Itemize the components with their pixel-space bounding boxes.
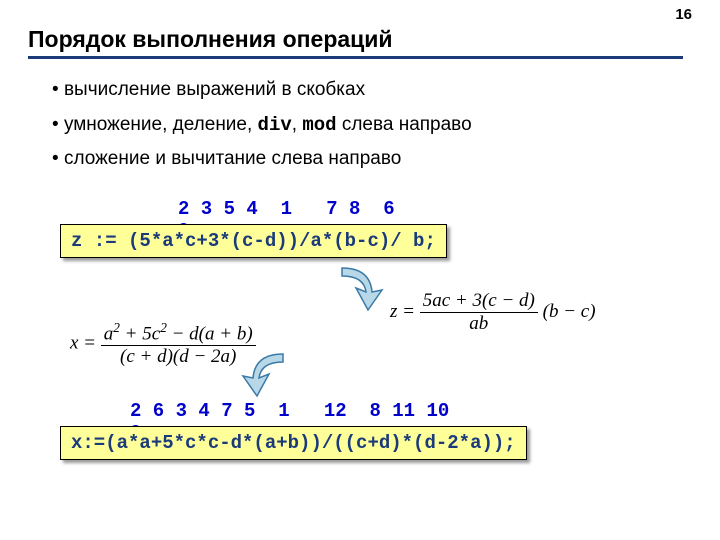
- math-x-lhs: x =: [70, 333, 101, 354]
- arrow-down-left-icon: [235, 348, 295, 403]
- bullet-1: вычисление выражений в скобках: [52, 76, 472, 105]
- math-z-lhs: z =: [390, 301, 420, 322]
- math-x-num-a: a: [104, 323, 114, 344]
- page-number: 16: [675, 6, 692, 23]
- bullet-3: сложение и вычитание слева направо: [52, 145, 472, 174]
- bullet-list: вычисление выражений в скобках умножение…: [52, 76, 472, 180]
- annotation-2-line1: 2 6 3 4 7 5 1 12 8 11 10: [130, 400, 449, 422]
- bullet-2-mod: mod: [302, 114, 336, 136]
- math-z-num: 5ac + 3(c − d): [420, 290, 538, 313]
- bullet-2-post: слева направо: [337, 114, 472, 135]
- arrow-down-right-icon: [330, 262, 390, 317]
- bullet-2-sep: ,: [292, 114, 303, 135]
- bullet-2-pre: умножение, деление,: [64, 114, 258, 135]
- bullet-2: умножение, деление, div, mod слева напра…: [52, 111, 472, 140]
- math-x-frac: a2 + 5c2 − d(a + b) (c + d)(d − 2a): [101, 320, 256, 368]
- math-x-den: (c + d)(d − 2a): [101, 346, 256, 368]
- math-z-den: ab: [420, 313, 538, 335]
- annotation-1-line1: 2 3 5 4 1 7 8 6: [178, 198, 395, 220]
- math-z: z = 5ac + 3(c − d) ab (b − c): [390, 290, 596, 335]
- math-x-num-mid: + 5c: [120, 323, 160, 344]
- math-x-num: a2 + 5c2 − d(a + b): [101, 320, 256, 346]
- math-x-num-tail: − d(a + b): [167, 323, 253, 344]
- slide-title: Порядок выполнения операций: [28, 26, 393, 53]
- code-box-2: x:=(a*a+5*c*c-d*(a+b))/((c+d)*(d-2*a));: [60, 426, 527, 460]
- math-z-tail: (b − c): [543, 301, 596, 322]
- code-box-1: z := (5*a*c+3*(c-d))/a*(b-c)/ b;: [60, 224, 447, 258]
- math-x: x = a2 + 5c2 − d(a + b) (c + d)(d − 2a): [70, 320, 256, 368]
- title-underline: [28, 56, 683, 59]
- bullet-2-div: div: [258, 114, 292, 136]
- math-z-frac: 5ac + 3(c − d) ab: [420, 290, 538, 335]
